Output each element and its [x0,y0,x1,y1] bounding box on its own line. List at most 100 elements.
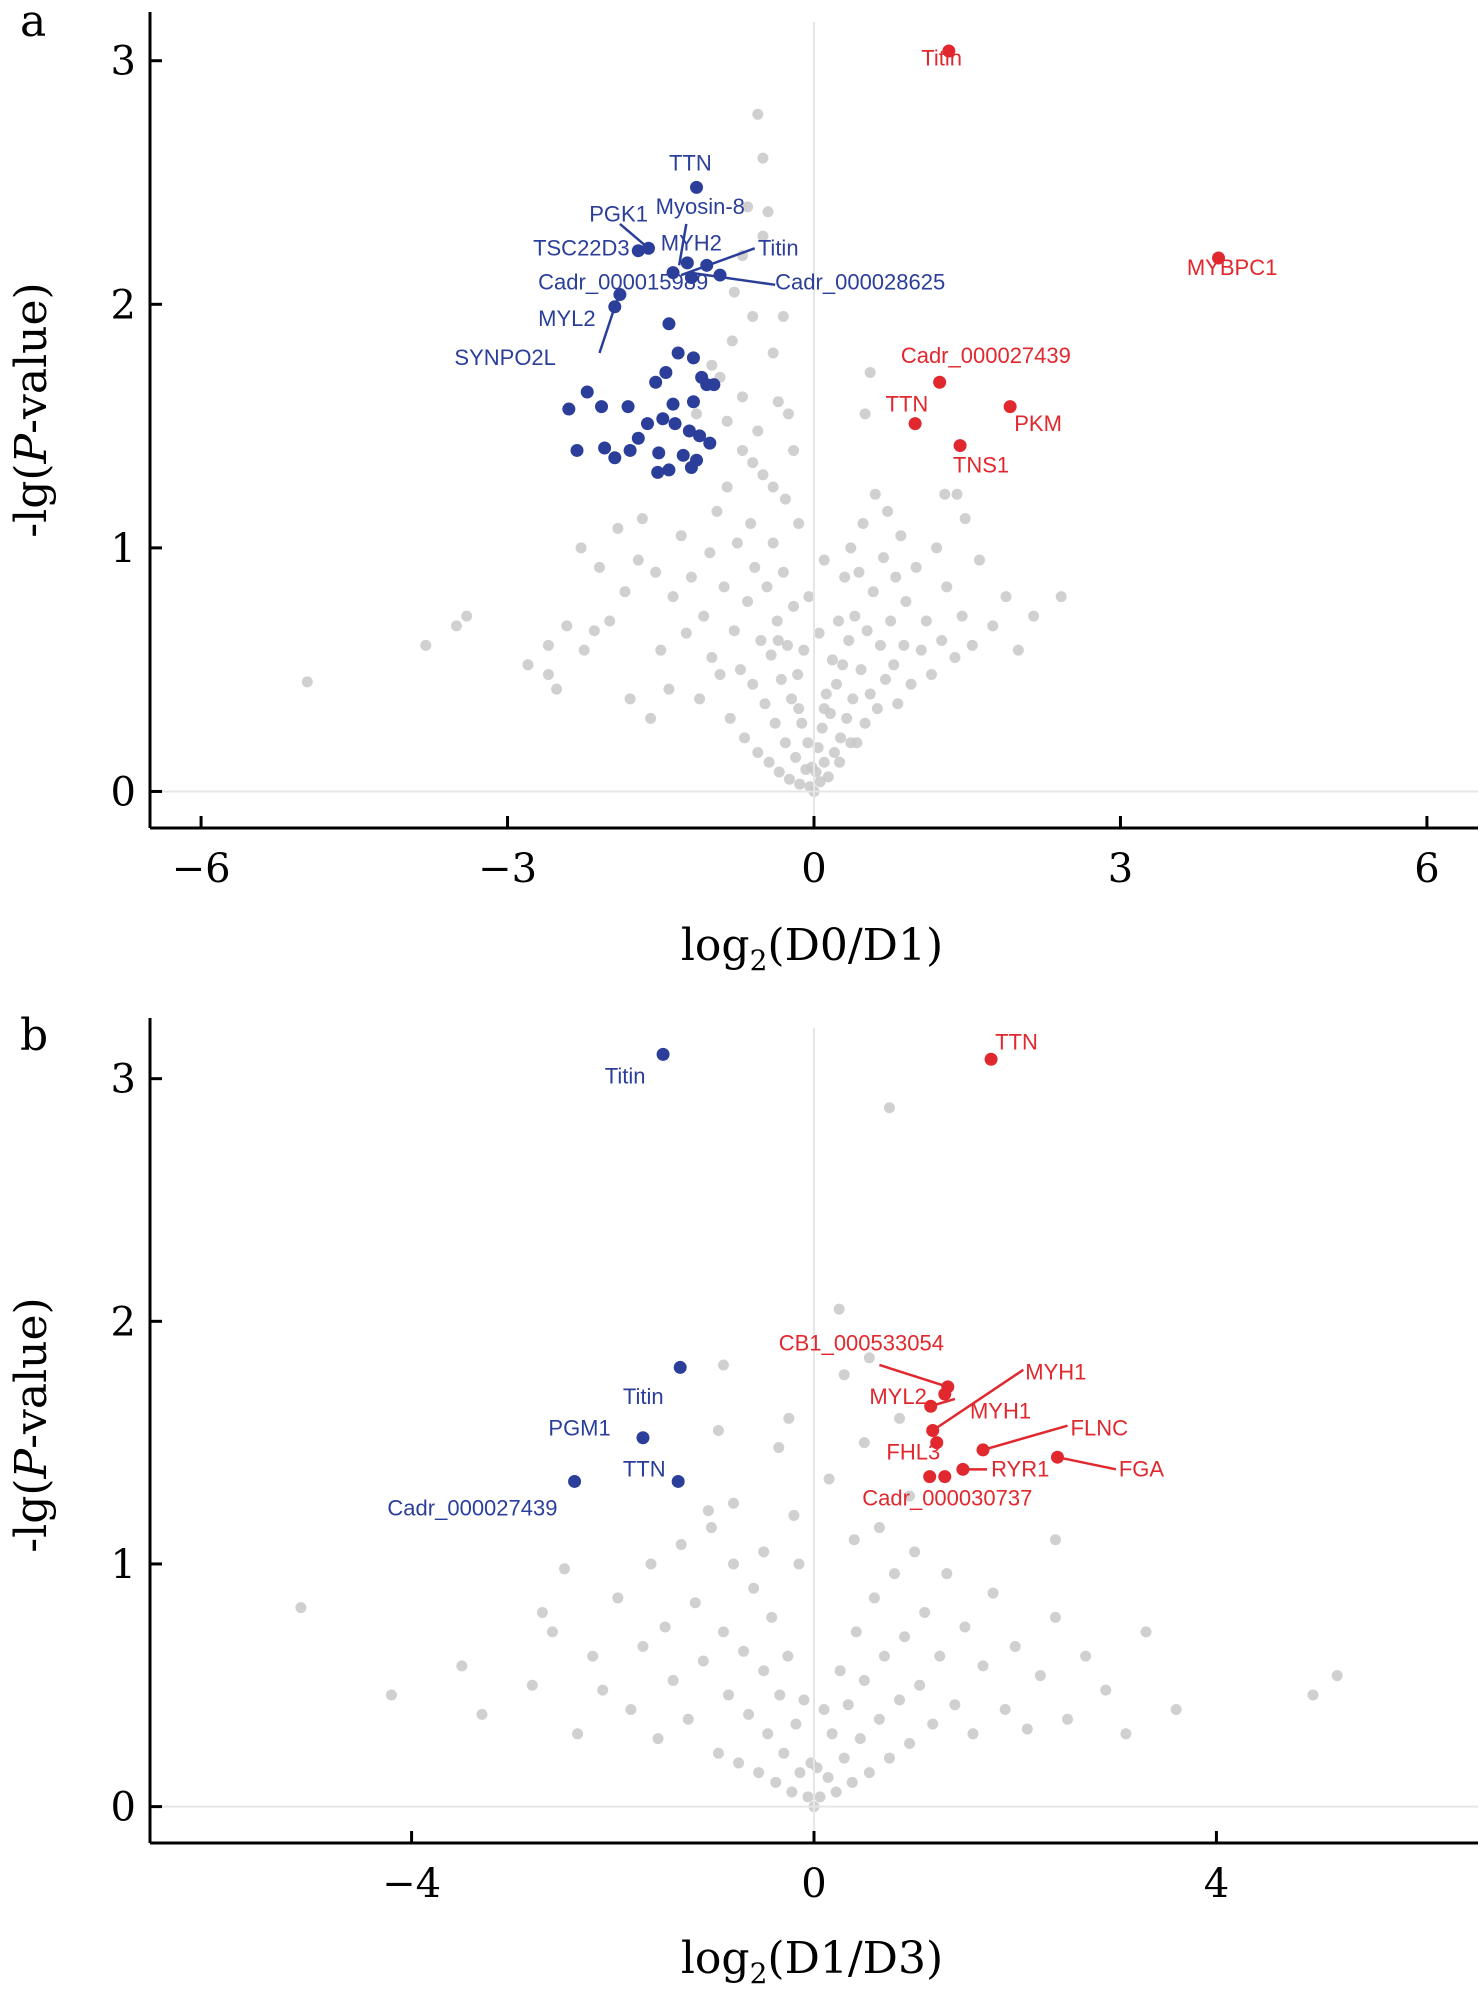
y-tick-label: 1 [111,526,136,572]
gene-label: Cadr_000027439 [901,343,1071,368]
nonsignificant-point [1080,1650,1092,1662]
upregulated-point [933,375,947,389]
nonsignificant-point [793,703,805,715]
nonsignificant-point [786,693,798,705]
nonsignificant-point [959,1621,971,1633]
nonsignificant-point [762,206,774,218]
nonsignificant-point [733,1757,745,1769]
nonsignificant-point [798,644,810,656]
gene-label: MYBPC1 [1187,255,1277,280]
gene-label: MYH1 [1025,1360,1086,1385]
nonsignificant-point [761,581,773,593]
nonsignificant-point [771,615,783,627]
x-tick-label: 3 [1108,846,1133,892]
nonsignificant-point [757,230,769,242]
nonsignificant-point [526,1679,538,1691]
downregulated-point [676,448,690,462]
upregulated-point [1003,400,1017,414]
nonsignificant-point [763,756,775,768]
nonsignificant-point [767,481,779,493]
nonsignificant-point [645,712,657,724]
x-tick-label: −4 [382,1861,441,1907]
nonsignificant-point [731,537,743,549]
nonsignificant-point [883,1752,895,1764]
nonsignificant-point [712,1747,724,1759]
downregulated-point [671,346,685,360]
nonsignificant-point [772,396,784,408]
nonsignificant-point [1062,1713,1074,1725]
nonsignificant-point [854,1733,866,1745]
nonsignificant-point [575,542,587,554]
nonsignificant-point [859,408,871,420]
nonsignificant-point [301,676,313,688]
nonsignificant-point [788,1509,800,1521]
nonsignificant-point [1120,1728,1132,1740]
nonsignificant-point [859,717,871,729]
nonsignificant-point [855,664,867,676]
upregulated-point [1050,1450,1064,1464]
nonsignificant-point [802,1791,814,1803]
nonsignificant-point [848,1534,860,1546]
nonsignificant-point [812,742,824,754]
nonsignificant-point [775,673,787,685]
nonsignificant-point [694,693,706,705]
upregulated-point [938,1387,952,1401]
nonsignificant-point [818,554,830,566]
downregulated-point [636,1431,650,1445]
nonsignificant-point [959,513,971,525]
nonsignificant-point [864,367,876,379]
nonsignificant-point [682,1713,694,1725]
nonsignificant-point [882,505,894,517]
nonsignificant-point [790,1718,802,1730]
nonsignificant-point [704,547,716,559]
upregulated-point [923,1470,937,1484]
nonsignificant-point [858,1437,870,1449]
nonsignificant-point [747,457,759,469]
nonsignificant-point [749,561,761,573]
nonsignificant-point [578,644,590,656]
downregulated-point [640,417,654,431]
nonsignificant-point [755,634,767,646]
nonsignificant-point [941,1568,953,1580]
nonsignificant-point [834,756,846,768]
y-tick-label: 1 [111,1542,136,1588]
nonsignificant-point [734,664,746,676]
downregulated-point [666,266,680,280]
downregulated-point [656,1047,670,1061]
gene-label: MYL2 [538,306,595,331]
nonsignificant-point [878,1650,890,1662]
gene-label: Cadr_000028625 [775,270,945,295]
y-tick-label: 0 [111,1785,136,1831]
nonsignificant-point [822,771,834,783]
nonsignificant-point [770,1776,782,1788]
y-tick-label: 2 [111,1299,136,1345]
upregulated-point [1212,251,1226,265]
downregulated-point [693,429,707,443]
nonsignificant-point [927,1718,939,1730]
x-tick-label: 6 [1414,846,1439,892]
downregulated-point [562,402,576,416]
nonsignificant-point [758,1665,770,1677]
downregulated-point [631,431,645,445]
nonsignificant-point [685,571,697,583]
nonsignificant-point [1000,591,1012,603]
nonsignificant-point [949,651,961,663]
gene-label: FGA [1119,1457,1165,1482]
gene-label: PKM [1014,411,1062,436]
y-tick-label: 2 [111,282,136,328]
nonsignificant-point [919,1606,931,1618]
downregulated-point [608,451,622,465]
nonsignificant-point [752,746,764,758]
nonsignificant-point [625,1704,637,1716]
gene-label: Cadr_000030737 [862,1486,1032,1511]
upregulated-point [926,1424,940,1437]
gene-label: Titin [758,236,799,261]
nonsignificant-point [659,1621,671,1633]
nonsignificant-point [880,673,892,685]
nonsignificant-point [798,1694,810,1706]
downregulated-point [686,395,700,409]
nonsignificant-point [747,678,759,690]
gene-label: TTN [886,391,929,416]
nonsignificant-point [861,625,873,637]
